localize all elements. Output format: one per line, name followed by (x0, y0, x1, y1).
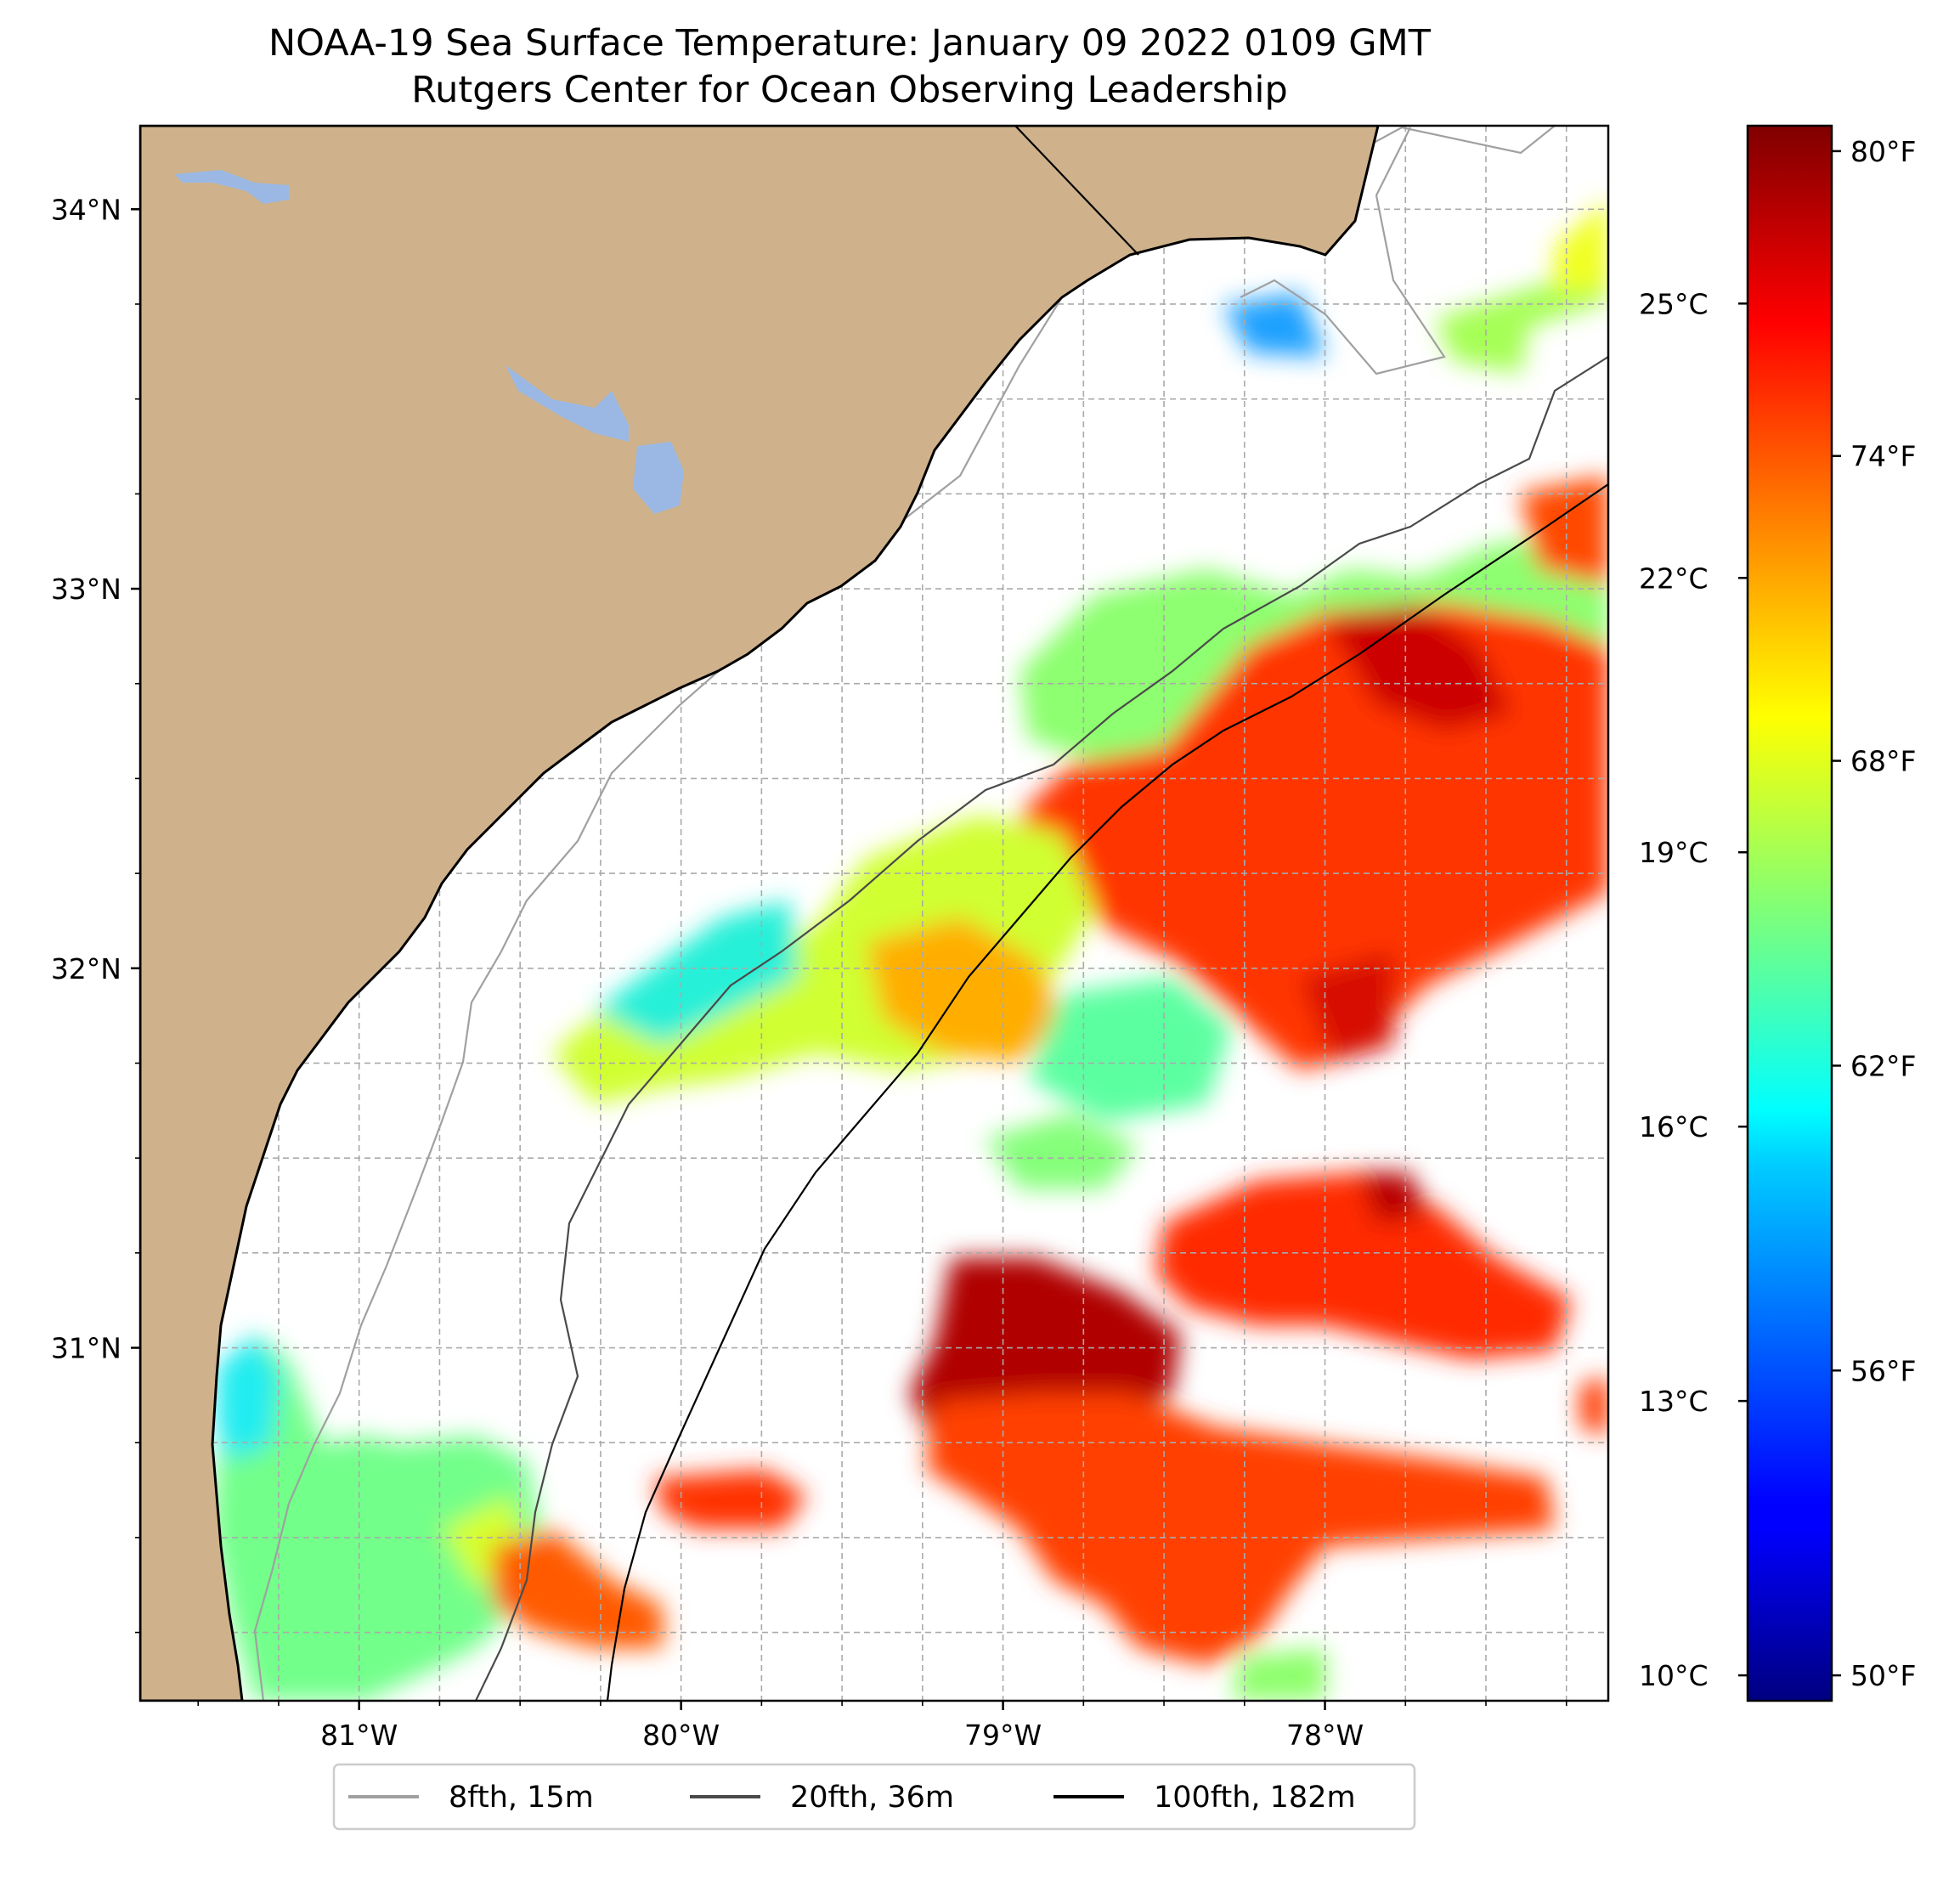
lon-tick-label: 80°W (642, 1719, 720, 1752)
sst-patch (1359, 1172, 1427, 1223)
lat-tick-label: 33°N (51, 573, 121, 606)
sst-patch (1223, 293, 1325, 357)
colorbar-celsius-label: 10°C (1639, 1659, 1709, 1692)
colorbar-fahrenheit-label: 62°F (1850, 1049, 1916, 1082)
legend: 8fth, 15m 20fth, 36m 100fth, 182m (332, 1763, 1416, 1831)
colorbar-celsius-label: 13°C (1639, 1385, 1709, 1418)
lon-tick-label: 79°W (964, 1719, 1042, 1752)
lake (174, 170, 289, 204)
sst-patch (212, 1334, 544, 1701)
state-border (1014, 126, 1139, 256)
contour-100fth (606, 483, 1608, 1701)
lon-tick-label: 78°W (1286, 1719, 1364, 1752)
sst-patch (867, 917, 1062, 1062)
colorbar-fahrenheit-axis: 80°F 74°F 68°F 62°F 56°F 50°F (1832, 135, 1916, 1692)
legend-label: 100fth, 182m (1154, 1781, 1356, 1815)
sst-patch (1555, 200, 1608, 293)
colorbar-fahrenheit-label: 74°F (1850, 440, 1916, 473)
sst-patch (1580, 1376, 1608, 1436)
colorbar-celsius-label: 16°C (1639, 1110, 1709, 1143)
colorbar-celsius-label: 22°C (1639, 562, 1709, 595)
sst-patch (217, 1334, 280, 1461)
sst-patch (1155, 1172, 1572, 1359)
sst-patches (212, 200, 1608, 1701)
colorbar-fahrenheit-label: 56°F (1850, 1354, 1916, 1387)
legend-box (332, 1763, 1416, 1831)
colorbar-gradient (1746, 124, 1833, 1702)
sst-patch (1521, 476, 1608, 586)
colorbar-celsius-label: 25°C (1639, 287, 1709, 320)
chart-subtitle: Rutgers Center for Ocean Observing Leade… (411, 69, 1288, 111)
colorbar: 25°C 22°C 19°C 16°C 13°C 10°C 80°F 74°F 68°F 62°… (1639, 124, 1916, 1702)
contour-8fth-2 (1240, 127, 1446, 375)
lat-tick-label: 34°N (51, 193, 121, 226)
legend-label: 8fth, 15m (449, 1781, 594, 1815)
map-panel (140, 126, 1608, 1701)
sst-patch (595, 900, 799, 1045)
sst-patch (1232, 1648, 1325, 1701)
lat-tick-label: 31°N (51, 1332, 121, 1365)
sst-patch (1028, 977, 1232, 1121)
lon-axis: 81°W 80°W 79°W 78°W (197, 1701, 1567, 1752)
sst-patch (986, 1113, 1138, 1189)
chart-title: NOAA-19 Sea Surface Temperature: January… (268, 22, 1432, 65)
lon-tick-label: 81°W (320, 1719, 398, 1752)
sst-patch (1300, 951, 1393, 1062)
colorbar-fahrenheit-label: 50°F (1850, 1659, 1916, 1692)
colorbar-fahrenheit-label: 68°F (1850, 745, 1916, 778)
colorbar-celsius-axis: 25°C 22°C 19°C 16°C 13°C 10°C (1639, 287, 1748, 1692)
colorbar-fahrenheit-label: 80°F (1850, 135, 1916, 168)
land-mass (140, 126, 1380, 1701)
lake (633, 442, 684, 514)
colorbar-celsius-label: 19°C (1639, 836, 1709, 869)
sst-patch (654, 1470, 807, 1529)
lat-tick-label: 32°N (51, 952, 121, 985)
map-frame (138, 124, 1610, 1702)
lat-axis: 34°N 33°N 32°N 31°N (51, 193, 140, 1634)
contour-20fth (475, 356, 1608, 1701)
sst-patch (1325, 603, 1512, 731)
legend-label: 20fth, 36m (790, 1781, 954, 1815)
lake (506, 365, 629, 442)
